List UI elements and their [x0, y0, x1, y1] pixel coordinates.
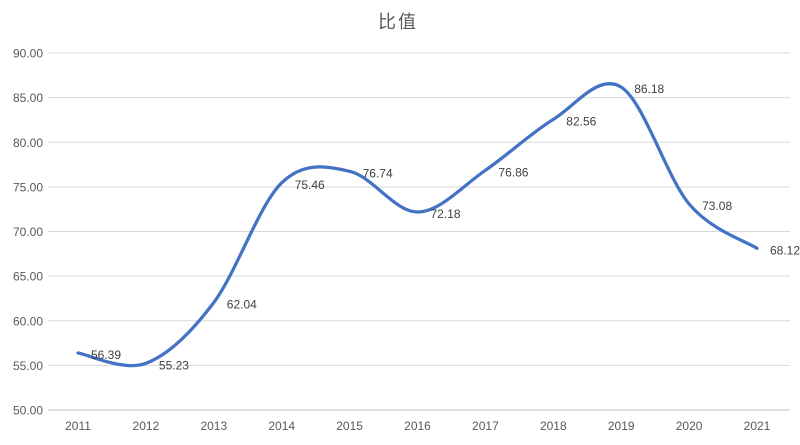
- y-tick-label: 60.00: [13, 314, 43, 328]
- x-tick-label: 2012: [133, 419, 160, 433]
- series-line: [76, 82, 759, 368]
- x-tick-label: 2016: [404, 419, 431, 433]
- data-label: 68.12: [770, 243, 800, 257]
- y-tick-label: 70.00: [13, 225, 43, 239]
- x-tick-label: 2020: [676, 419, 703, 433]
- chart-title: 比值: [378, 12, 418, 32]
- data-label: 75.46: [295, 178, 325, 192]
- data-label: 56.39: [91, 348, 121, 362]
- x-tick-label: 2019: [608, 419, 635, 433]
- x-tick-label: 2014: [268, 419, 295, 433]
- y-tick-label: 50.00: [13, 404, 43, 418]
- data-label: 86.18: [634, 82, 664, 96]
- x-tick-label: 2018: [540, 419, 567, 433]
- data-label: 76.86: [498, 165, 528, 179]
- y-tick-label: 75.00: [13, 180, 43, 194]
- data-label: 82.56: [566, 114, 596, 128]
- y-tick-label: 90.00: [13, 47, 43, 61]
- x-tick-label: 2017: [472, 419, 499, 433]
- x-tick-label: 2015: [336, 419, 363, 433]
- y-tick-label: 85.00: [13, 91, 43, 105]
- y-tick-label: 55.00: [13, 359, 43, 373]
- data-label: 73.08: [702, 199, 732, 213]
- y-tick-label: 65.00: [13, 270, 43, 284]
- y-tick-label: 80.00: [13, 136, 43, 150]
- x-tick-label: 2021: [744, 419, 771, 433]
- data-label: 72.18: [431, 207, 461, 221]
- x-tick-label: 2013: [200, 419, 227, 433]
- x-tick-label: 2011: [65, 419, 91, 433]
- data-label: 55.23: [159, 358, 189, 372]
- data-label: 62.04: [227, 298, 257, 312]
- data-label: 76.74: [363, 166, 393, 180]
